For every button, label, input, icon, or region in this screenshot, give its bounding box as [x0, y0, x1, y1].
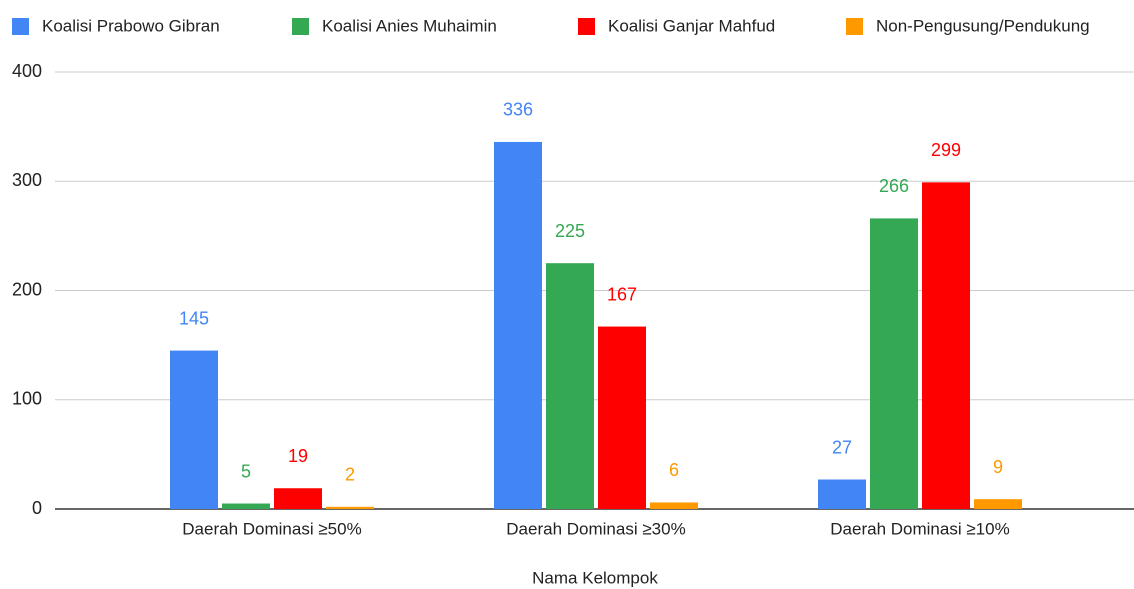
bar [494, 141, 542, 510]
x-tick-label: Daerah Dominasi ≥10% [830, 519, 1009, 538]
bar [326, 506, 374, 509]
y-tick-label: 400 [12, 61, 42, 81]
data-label: 167 [607, 284, 637, 304]
data-label: 19 [288, 446, 308, 466]
legend-label: Koalisi Prabowo Gibran [42, 16, 220, 35]
bar [170, 350, 218, 509]
x-axis-label: Nama Kelompok [532, 568, 658, 587]
bar [598, 326, 646, 509]
bar [546, 263, 594, 509]
bar [870, 218, 918, 509]
bar [818, 479, 866, 509]
legend-label: Non-Pengusung/Pendukung [876, 16, 1090, 35]
legend-swatch [846, 18, 863, 35]
data-label: 27 [832, 437, 852, 457]
data-label: 6 [669, 460, 679, 480]
bar [274, 488, 322, 509]
y-tick-label: 0 [32, 498, 42, 518]
data-label: 225 [555, 221, 585, 241]
data-label: 336 [503, 100, 533, 120]
bar [922, 182, 970, 509]
x-tick-label: Daerah Dominasi ≥30% [506, 519, 685, 538]
y-tick-label: 300 [12, 170, 42, 190]
data-label: 266 [879, 176, 909, 196]
y-tick-label: 200 [12, 279, 42, 299]
data-label: 5 [241, 461, 251, 481]
bar [974, 499, 1022, 509]
bar [222, 503, 270, 509]
legend-label: Koalisi Anies Muhaimin [322, 16, 497, 35]
legend-swatch [12, 18, 29, 35]
y-tick-label: 100 [12, 389, 42, 409]
legend-swatch [578, 18, 595, 35]
data-label: 145 [179, 308, 209, 328]
legend-label: Koalisi Ganjar Mahfud [608, 16, 775, 35]
data-label: 299 [931, 140, 961, 160]
bar [650, 502, 698, 509]
data-label: 2 [345, 465, 355, 485]
x-tick-label: Daerah Dominasi ≥50% [182, 519, 361, 538]
legend-swatch [292, 18, 309, 35]
data-label: 9 [993, 457, 1003, 477]
